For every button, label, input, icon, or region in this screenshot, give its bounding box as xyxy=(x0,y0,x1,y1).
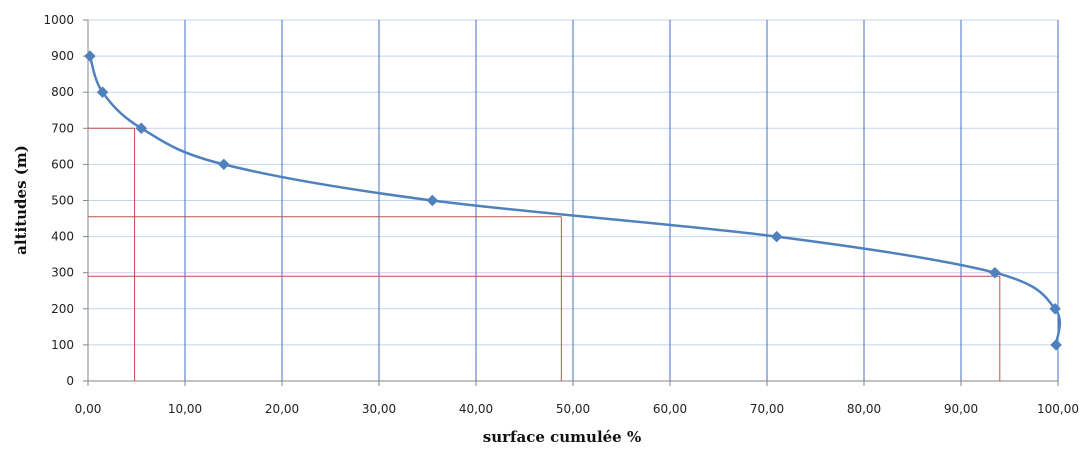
reference-lines xyxy=(88,127,1001,381)
x-tick-label: 20,00 xyxy=(265,402,299,416)
y-tick-label: 0 xyxy=(66,374,74,388)
data-point-marker xyxy=(1050,339,1062,351)
x-tick-label: 80,00 xyxy=(847,402,881,416)
x-tick-label: 50,00 xyxy=(556,402,590,416)
x-tick-label: 30,00 xyxy=(362,402,396,416)
y-tick-label: 900 xyxy=(51,49,74,63)
data-point-marker xyxy=(770,230,783,243)
y-tick-label: 800 xyxy=(51,85,74,99)
y-tick-label: 300 xyxy=(51,266,74,280)
series xyxy=(84,50,1062,351)
y-tick-label: 200 xyxy=(51,302,74,316)
y-tick-label: 400 xyxy=(51,230,74,244)
x-tick-label: 10,00 xyxy=(168,402,202,416)
y-tick-label: 700 xyxy=(51,121,74,135)
data-point-marker xyxy=(135,122,148,135)
y-axis-title: altitudes (m) xyxy=(12,145,30,255)
x-tick-label: 40,00 xyxy=(459,402,493,416)
vertical-gridlines xyxy=(184,20,1059,381)
data-point-marker xyxy=(1049,302,1061,315)
y-tick-label: 100 xyxy=(51,338,74,352)
y-tick-label: 500 xyxy=(51,194,74,208)
x-tick-label: 60,00 xyxy=(653,402,687,416)
data-point-marker xyxy=(426,194,439,207)
x-axis-title: surface cumulée % xyxy=(483,428,641,446)
data-point-marker xyxy=(96,86,109,99)
x-tick-label: 0,00 xyxy=(75,402,102,416)
series-line xyxy=(88,55,1062,346)
data-point-marker xyxy=(84,50,96,62)
axes xyxy=(83,19,1059,386)
data-point-marker xyxy=(217,158,230,171)
y-tick-labels: 0 100 200 300 400 500 600 700 800 900 1000 xyxy=(43,13,74,388)
x-tick-label: 70,00 xyxy=(750,402,784,416)
y-tick-label: 600 xyxy=(51,157,74,171)
x-tick-labels: 0,00 10,00 20,00 30,00 40,00 50,00 60,00 70,00 8… xyxy=(75,402,1079,416)
x-tick-label: 90,00 xyxy=(944,402,978,416)
data-point-marker xyxy=(989,266,1001,279)
y-tick-label: 1000 xyxy=(43,13,74,27)
x-tick-label: 100,00 xyxy=(1037,402,1079,416)
